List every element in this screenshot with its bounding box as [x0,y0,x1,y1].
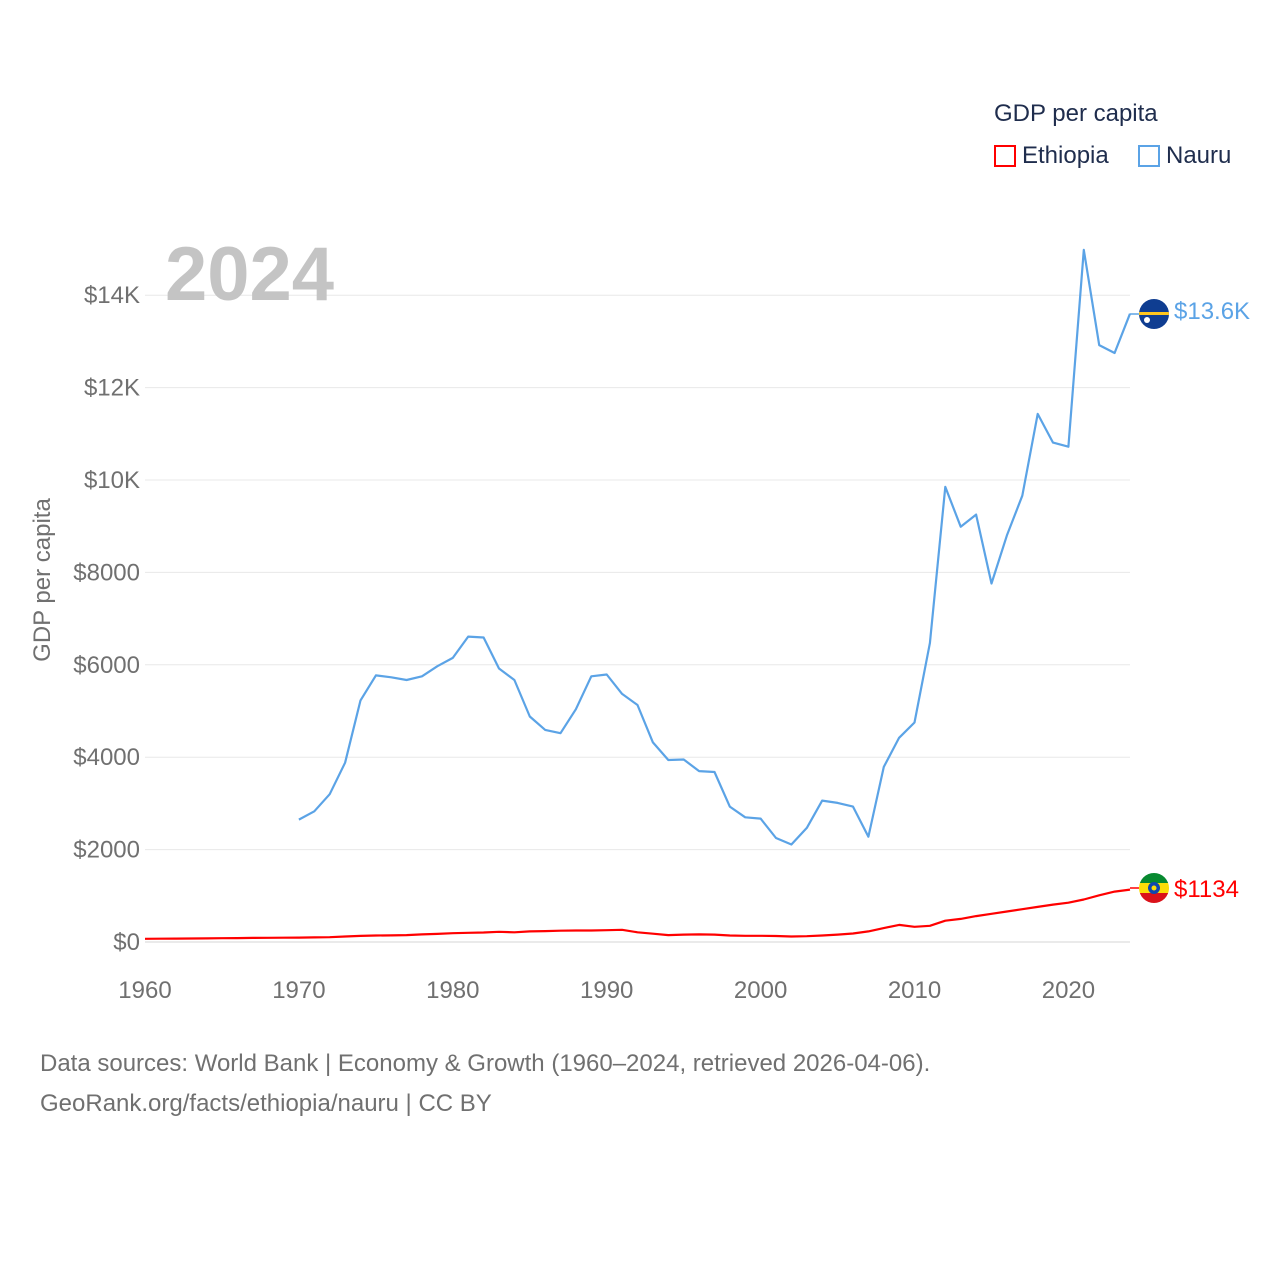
y-tick-label: $10K [84,467,140,494]
x-tick-label: 1980 [426,977,479,1004]
x-tick-label: 2020 [1042,977,1095,1004]
legend-item-nauru[interactable]: Nauru [1138,142,1231,170]
legend-item-ethiopia[interactable]: Ethiopia [994,142,1109,170]
ethiopia-flag-icon [1130,873,1169,903]
x-tick-label: 1960 [118,977,171,1004]
y-tick-label: $14K [84,282,140,309]
nauru-flag-icon [1130,299,1169,329]
x-tick-label: 2000 [734,977,787,1004]
y-tick-label: $8000 [73,559,140,586]
legend-swatch-ethiopia [994,145,1016,167]
legend-title: GDP per capita [994,100,1158,127]
year-label: 2024 [165,232,334,317]
data-sources: Data sources: World Bank | Economy & Gro… [40,1044,930,1124]
axis-ticks: $0 $2000 $4000 $6000 $8000 $10K $12K $14K 1960 19… [73,282,1095,1004]
nauru-end-value: $13.6K [1174,298,1250,325]
series-lines [144,248,1132,940]
legend-label-nauru: Nauru [1166,142,1232,169]
series-line-ethiopia[interactable] [144,888,1131,940]
y-tick-label: $2000 [73,837,140,864]
series-line-nauru[interactable] [298,248,1132,846]
x-tick-label: 2010 [888,977,941,1004]
y-tick-label: $12K [84,375,140,402]
ethiopia-end-value: $1134 [1174,876,1239,903]
y-axis-label: GDP per capita [29,498,56,662]
x-tick-label: 1990 [580,977,633,1004]
legend-swatch-nauru [1138,145,1160,167]
y-tick-label: $4000 [73,744,140,771]
legend-label-ethiopia: Ethiopia [1022,142,1109,169]
sources-line-1: Data sources: World Bank | Economy & Gro… [40,1050,931,1077]
sources-line-2[interactable]: GeoRank.org/facts/ethiopia/nauru | CC BY [40,1090,492,1117]
y-tick-label: $0 [113,929,140,956]
grid-lines [145,294,1130,943]
y-tick-label: $6000 [73,652,140,679]
x-tick-label: 1970 [272,977,325,1004]
